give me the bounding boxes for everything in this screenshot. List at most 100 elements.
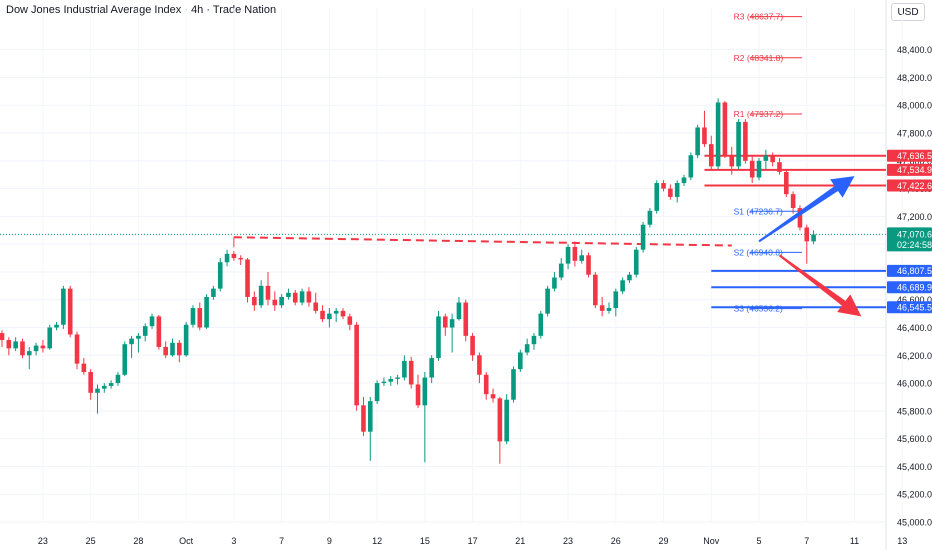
candle-body bbox=[74, 334, 80, 364]
candle-body bbox=[88, 371, 93, 393]
candle-body bbox=[347, 316, 353, 325]
candle-body bbox=[695, 127, 700, 156]
x-tick-label: 25 bbox=[86, 536, 96, 546]
candle-body bbox=[245, 259, 250, 297]
grid bbox=[0, 8, 903, 523]
candle-body bbox=[661, 183, 666, 189]
currency-button[interactable]: USD bbox=[891, 3, 925, 21]
x-tick-label: 12 bbox=[372, 536, 382, 546]
resistance-label-bg bbox=[887, 179, 932, 192]
candle-body bbox=[586, 255, 591, 275]
candle-body bbox=[668, 188, 673, 197]
candle-body bbox=[313, 302, 319, 311]
candle-body bbox=[122, 344, 128, 375]
support-label-bg bbox=[887, 264, 932, 277]
candle-body bbox=[518, 352, 523, 370]
y-tick-label: 45,400.0 bbox=[897, 462, 932, 472]
candle-body bbox=[26, 351, 32, 356]
current-price-bg bbox=[887, 227, 932, 252]
candle-body bbox=[572, 246, 578, 261]
candle-body bbox=[558, 263, 564, 278]
x-tick-label: 7 bbox=[279, 536, 284, 546]
candle-body bbox=[6, 340, 12, 349]
candle-body bbox=[388, 378, 394, 382]
candle-body bbox=[40, 345, 46, 349]
candle-body bbox=[784, 171, 789, 195]
candle-body bbox=[415, 384, 421, 406]
down-arrow bbox=[778, 254, 862, 317]
candle-body bbox=[477, 355, 482, 375]
resistance-label: 47,422.6 bbox=[897, 181, 932, 191]
pivot-label: R2 (48341.8) bbox=[734, 53, 784, 63]
levels: R3 (48637.7) R2 (48341.8) R1 (47937.2) S1 (… bbox=[0, 12, 886, 314]
candle-body bbox=[579, 255, 584, 261]
candle-body bbox=[702, 127, 707, 145]
candle-body bbox=[67, 288, 73, 335]
candle-body bbox=[756, 160, 762, 178]
y-tick-label: 48,200.0 bbox=[897, 73, 932, 83]
candle-body bbox=[306, 291, 312, 303]
candle-body bbox=[749, 160, 755, 178]
candle-body bbox=[177, 342, 182, 356]
candle-body bbox=[170, 342, 175, 356]
x-tick-label: 7 bbox=[804, 536, 809, 546]
x-tick-label: 3 bbox=[231, 536, 236, 546]
candle-body bbox=[367, 401, 373, 432]
candle-body bbox=[224, 253, 230, 263]
x-tick-label: Oct bbox=[179, 536, 194, 546]
candle-body bbox=[320, 310, 325, 320]
candle-body bbox=[429, 358, 434, 378]
pivot-label: S1 (47236.7) bbox=[734, 206, 783, 216]
candle-body bbox=[422, 377, 428, 406]
x-tick-label: 26 bbox=[611, 536, 621, 546]
candle-body bbox=[763, 155, 769, 161]
chart-title: Dow Jones Industrial Average Index · 4h … bbox=[6, 4, 277, 16]
candle-body bbox=[47, 327, 53, 349]
candle-body bbox=[504, 399, 509, 442]
candle-body bbox=[456, 302, 462, 320]
candle-body bbox=[729, 155, 735, 167]
pivot-label: S3 (46536.2) bbox=[734, 304, 783, 314]
candle-body bbox=[593, 274, 598, 306]
x-tick-label: 15 bbox=[420, 536, 430, 546]
support-label-bg bbox=[887, 281, 932, 294]
candle-body bbox=[292, 292, 298, 303]
candle-body bbox=[333, 310, 339, 314]
candle-body bbox=[674, 183, 680, 197]
price-labels: 47,636.5 47,534.9 47,422.6 46,807.5 46,689.9… bbox=[887, 149, 932, 314]
candle-body bbox=[804, 227, 810, 242]
candle-body bbox=[511, 369, 516, 400]
candle-body bbox=[606, 308, 612, 311]
support-label: 46,689.9 bbox=[897, 283, 932, 293]
candle-body bbox=[279, 296, 284, 306]
candle-body bbox=[681, 177, 687, 184]
x-tick-label: 13 bbox=[897, 536, 907, 546]
candle-body bbox=[483, 374, 489, 395]
candle-body bbox=[497, 398, 503, 442]
x-tick-label: Nov bbox=[703, 536, 720, 546]
candle-body bbox=[531, 335, 537, 345]
x-tick-label: 21 bbox=[515, 536, 525, 546]
pivot-label: S2 (46940.8) bbox=[734, 247, 783, 257]
candle-body bbox=[102, 385, 107, 389]
up-arrow bbox=[758, 176, 855, 243]
candle-body bbox=[163, 346, 168, 356]
candle-body bbox=[743, 121, 748, 161]
candle-body bbox=[402, 360, 407, 378]
y-tick-label: 45,800.0 bbox=[897, 406, 932, 416]
candle-body bbox=[149, 316, 155, 327]
candle-body bbox=[647, 210, 653, 225]
candle-body bbox=[183, 324, 189, 356]
candle-body bbox=[0, 333, 5, 341]
candle-body bbox=[238, 258, 243, 260]
candle-body bbox=[490, 394, 496, 399]
y-tick-label: 47,200.0 bbox=[897, 212, 932, 222]
candle-body bbox=[13, 341, 18, 349]
candle-body bbox=[811, 234, 816, 242]
candle-body bbox=[654, 183, 660, 211]
candle-body bbox=[443, 316, 448, 328]
candle-body bbox=[790, 194, 796, 209]
x-tick-label: 17 bbox=[468, 536, 478, 546]
y-tick-label: 45,600.0 bbox=[897, 434, 932, 444]
